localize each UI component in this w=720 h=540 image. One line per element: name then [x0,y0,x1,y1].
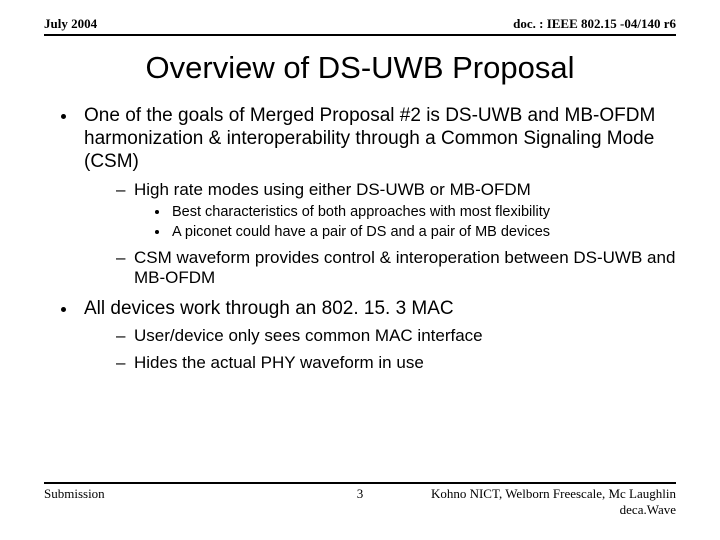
slide-body: One of the goals of Merged Proposal #2 i… [44,104,676,374]
bullet-item: CSM waveform provides control & interope… [116,248,676,289]
bullet-item: One of the goals of Merged Proposal #2 i… [78,104,676,289]
header-doc-id: doc. : IEEE 802.15 -04/140 r6 [513,16,676,32]
bullet-text: All devices work through an 802. 15. 3 M… [84,298,454,319]
slide-page: July 2004 doc. : IEEE 802.15 -04/140 r6 … [0,0,720,540]
bullet-text: A piconet could have a pair of DS and a … [172,224,550,240]
bullet-item: A piconet could have a pair of DS and a … [170,224,676,242]
bullet-text: High rate modes using either DS-UWB or M… [134,180,531,199]
bullet-item: Best characteristics of both approaches … [170,204,676,222]
bullet-list-l2: User/device only sees common MAC interfa… [84,326,676,373]
bullet-text: User/device only sees common MAC interfa… [134,326,483,345]
slide-title: Overview of DS-UWB Proposal [44,50,676,86]
bullet-list-l3: Best characteristics of both approaches … [134,204,676,241]
footer-page-number: 3 [44,486,676,502]
slide-header: July 2004 doc. : IEEE 802.15 -04/140 r6 [44,16,676,36]
bullet-item: Hides the actual PHY waveform in use [116,353,676,374]
header-date: July 2004 [44,16,97,32]
bullet-item: All devices work through an 802. 15. 3 M… [78,297,676,374]
bullet-text: CSM waveform provides control & interope… [134,248,675,288]
bullet-list-l1: One of the goals of Merged Proposal #2 i… [44,104,676,374]
bullet-text: Best characteristics of both approaches … [172,204,550,220]
bullet-list-l2: High rate modes using either DS-UWB or M… [84,180,676,290]
bullet-item: User/device only sees common MAC interfa… [116,326,676,347]
slide-footer: Submission 3 Kohno NICT, Welborn Freesca… [44,482,676,518]
bullet-text: One of the goals of Merged Proposal #2 i… [84,105,655,172]
bullet-item: High rate modes using either DS-UWB or M… [116,180,676,242]
bullet-text: Hides the actual PHY waveform in use [134,353,424,372]
